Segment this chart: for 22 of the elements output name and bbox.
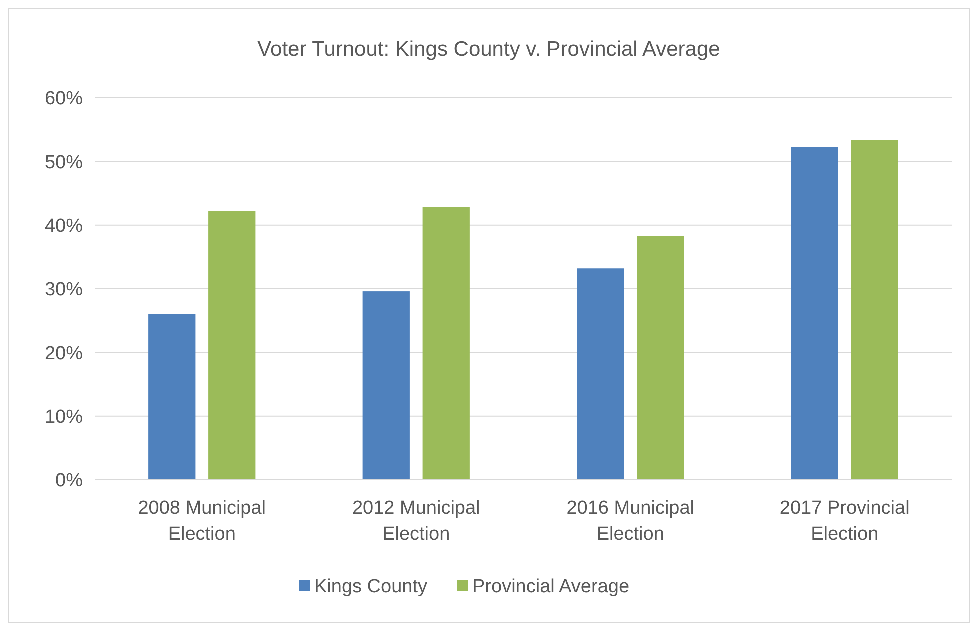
x-tick-label: 2017 Provincial Election bbox=[780, 498, 910, 545]
bar bbox=[422, 208, 470, 480]
legend-label: Provincial Average bbox=[472, 576, 630, 598]
x-tick-label: 2012 Municipal Election bbox=[352, 498, 480, 545]
bar bbox=[362, 292, 410, 480]
bar bbox=[208, 211, 256, 480]
y-tick-label: 10% bbox=[44, 406, 84, 428]
y-tick-label: 50% bbox=[44, 152, 84, 174]
y-tick-label: 60% bbox=[44, 88, 84, 110]
y-tick-label: 20% bbox=[44, 343, 84, 364]
bar bbox=[148, 314, 196, 480]
y-tick-label: 0% bbox=[56, 470, 84, 492]
bar bbox=[577, 268, 624, 480]
y-tick-label: 40% bbox=[44, 216, 84, 237]
legend-label: Kings County bbox=[314, 576, 428, 598]
chart-title: Voter Turnout: Kings County v. Provincial Average bbox=[258, 38, 720, 61]
bar bbox=[791, 147, 838, 480]
y-tick-label: 30% bbox=[44, 280, 84, 301]
x-tick-label: 2008 Municipal Election bbox=[138, 498, 266, 545]
bar bbox=[637, 236, 684, 480]
bar bbox=[851, 140, 898, 480]
x-tick-label: 2016 Municipal Election bbox=[566, 498, 695, 545]
